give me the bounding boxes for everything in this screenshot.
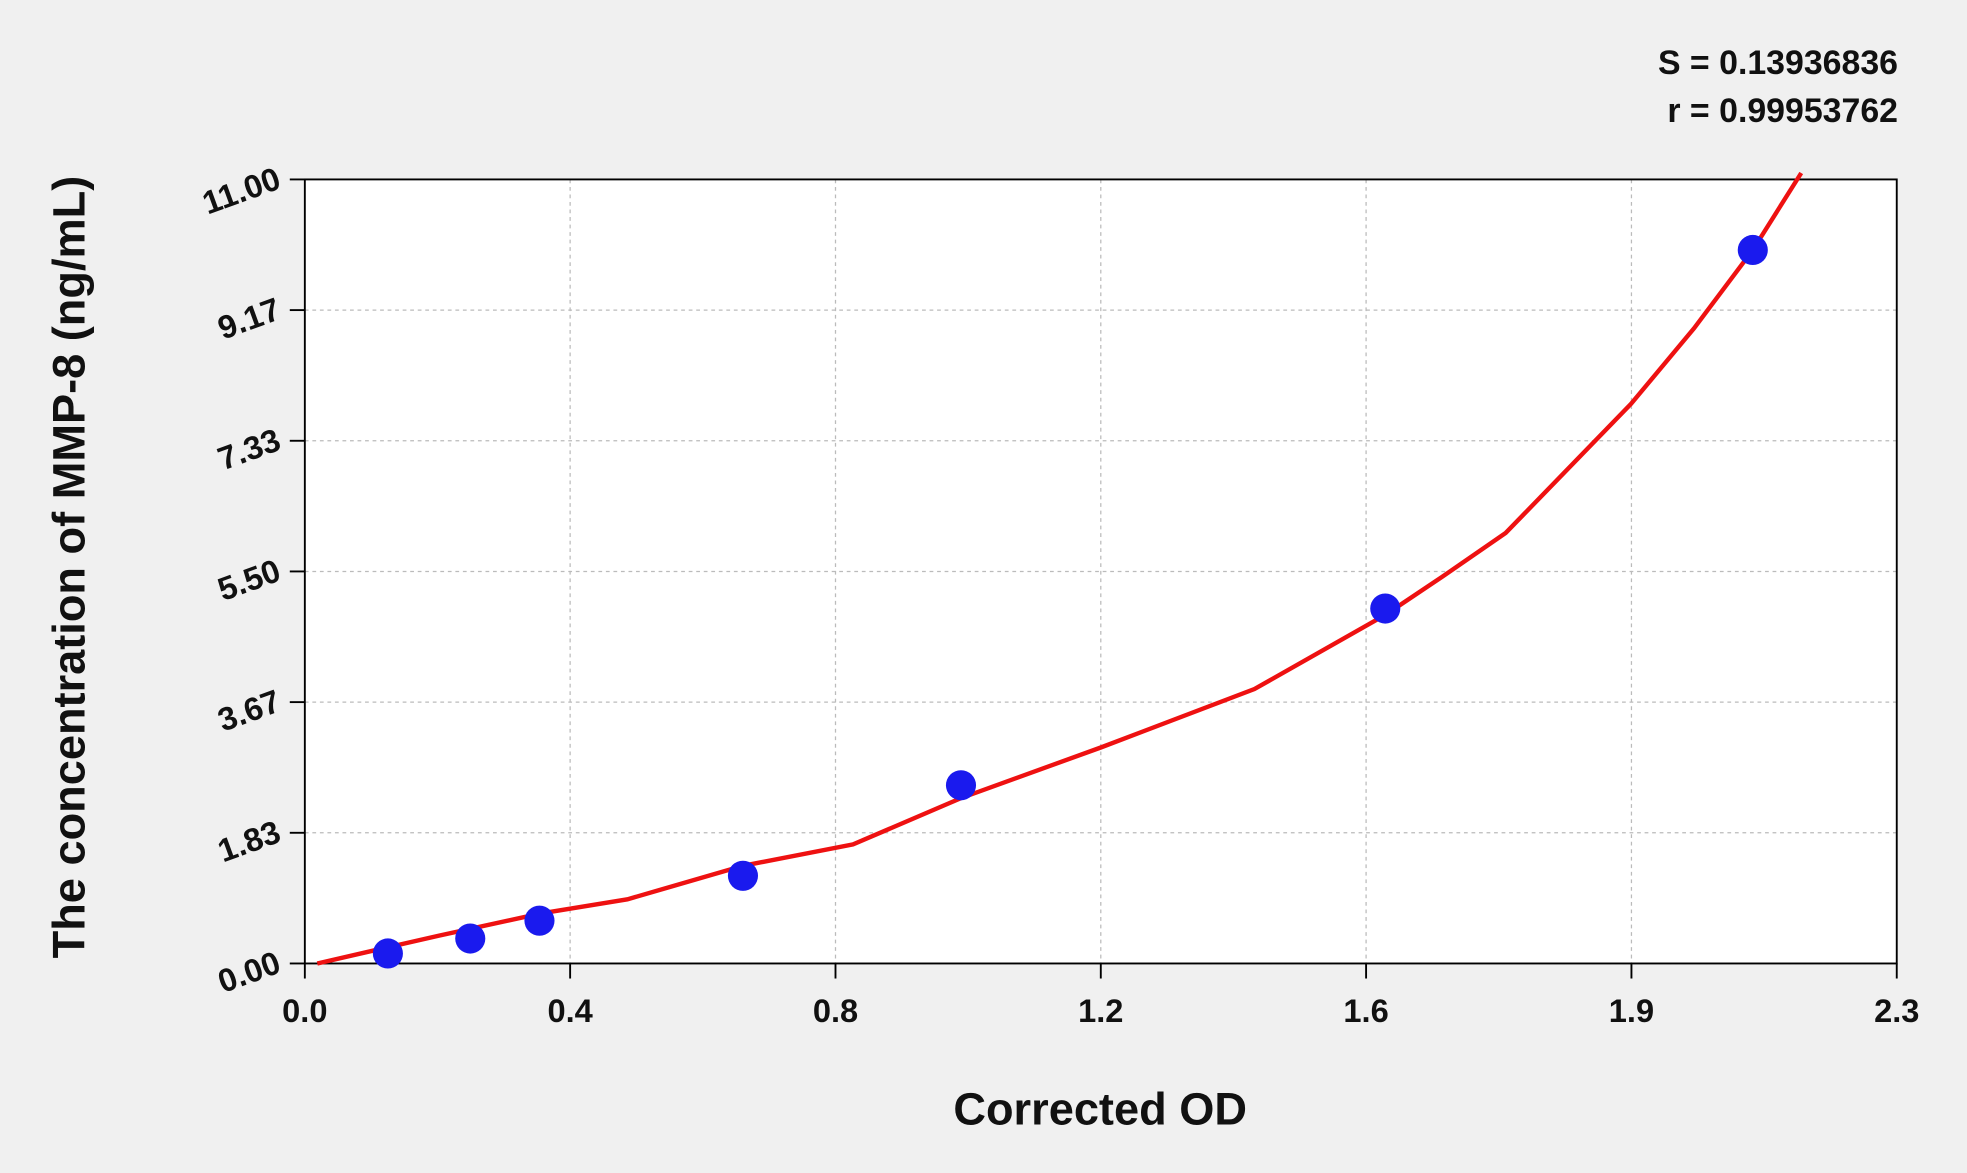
fit-curve xyxy=(316,171,1804,966)
x-tick-label: 1.6 xyxy=(1343,992,1388,1029)
data-point xyxy=(524,905,555,936)
x-tick-label: 0.0 xyxy=(282,992,327,1029)
plot-frame xyxy=(303,178,1898,965)
x-axis-title: Corrected OD xyxy=(953,1084,1247,1135)
data-point xyxy=(945,770,977,801)
annotation: S = 0.13936836 xyxy=(1658,44,1898,82)
y-axis-title: The concentration of MMP-8 (ng/mL) xyxy=(44,176,95,959)
data-point xyxy=(1370,593,1401,624)
marks xyxy=(316,171,1804,969)
annotation: r = 0.99953762 xyxy=(1667,92,1898,130)
data-point xyxy=(455,923,486,954)
data-point xyxy=(372,938,403,969)
x-tick-label: 1.2 xyxy=(1078,992,1123,1029)
x-tick-label: 2.3 xyxy=(1874,992,1919,1029)
x-tick-label: 0.8 xyxy=(813,992,858,1029)
x-tick-label: 0.4 xyxy=(547,992,592,1029)
data-point xyxy=(1737,234,1768,266)
x-tick-label: 1.9 xyxy=(1609,992,1654,1029)
data-point xyxy=(727,860,759,891)
